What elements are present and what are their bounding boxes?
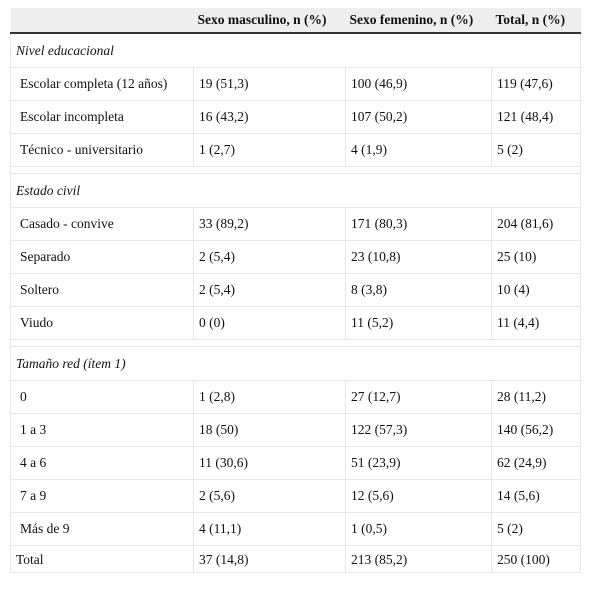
value-cell: 14 (5,6): [491, 479, 581, 513]
table-row: Técnico - universitario 1 (2,7) 4 (1,9) 5 (…: [10, 133, 581, 167]
value-cell: 11 (4,4): [491, 306, 581, 340]
header-cell-male: Sexo masculino, n (%): [193, 8, 346, 34]
value-cell: 121 (48,4): [491, 100, 581, 134]
header-row: Sexo masculino, n (%) Sexo femenino, n (…: [10, 8, 581, 34]
value-cell: 140 (56,2): [491, 413, 581, 447]
value-cell: 171 (80,3): [345, 207, 492, 241]
row-label-cell: 0: [10, 380, 194, 414]
table-container: Sexo masculino, n (%) Sexo femenino, n (…: [10, 8, 581, 573]
section-header-row: Nivel educacional: [10, 33, 581, 68]
value-cell: 27 (12,7): [345, 380, 492, 414]
table-row: Viudo 0 (0) 11 (5,2) 11 (4,4): [10, 306, 581, 340]
section-title: Tamaño red (ítem 1): [10, 346, 581, 381]
value-cell: 12 (5,6): [345, 479, 492, 513]
table-row: Escolar incompleta 16 (43,2) 107 (50,2) 121…: [10, 100, 581, 134]
table-body: Nivel educacional Escolar completa (12 añ…: [10, 33, 581, 573]
table-row: Separado 2 (5,4) 23 (10,8) 25 (10): [10, 240, 581, 274]
row-label-cell: Escolar incompleta: [10, 100, 194, 134]
value-cell: 1 (2,7): [193, 133, 346, 167]
value-cell: 2 (5,6): [193, 479, 346, 513]
row-label-cell: Casado - convive: [10, 207, 194, 241]
table-row: 4 a 6 11 (30,6) 51 (23,9) 62 (24,9): [10, 446, 581, 480]
section-spacer-row: [10, 166, 581, 174]
section-title: Estado civil: [10, 173, 581, 208]
total-row: Total 37 (14,8) 213 (85,2) 250 (100): [10, 545, 581, 573]
value-cell: 18 (50): [193, 413, 346, 447]
total-value-cell: 213 (85,2): [345, 545, 492, 573]
header-cell-empty: [10, 8, 194, 34]
section-spacer-row: [10, 339, 581, 347]
header-cell-total: Total, n (%): [491, 8, 581, 34]
row-label-cell: 1 a 3: [10, 413, 194, 447]
value-cell: 62 (24,9): [491, 446, 581, 480]
row-label-cell: Escolar completa (12 años): [10, 67, 194, 101]
section-header-row: Estado civil: [10, 173, 581, 208]
table-header: Sexo masculino, n (%) Sexo femenino, n (…: [10, 8, 581, 34]
row-label-cell: Separado: [10, 240, 194, 274]
value-cell: 11 (30,6): [193, 446, 346, 480]
value-cell: 0 (0): [193, 306, 346, 340]
value-cell: 4 (11,1): [193, 512, 346, 546]
total-value-cell: 37 (14,8): [193, 545, 346, 573]
value-cell: 5 (2): [491, 512, 581, 546]
data-table: Sexo masculino, n (%) Sexo femenino, n (…: [10, 8, 581, 573]
row-label-cell: Técnico - universitario: [10, 133, 194, 167]
value-cell: 122 (57,3): [345, 413, 492, 447]
value-cell: 33 (89,2): [193, 207, 346, 241]
row-label-cell: 7 a 9: [10, 479, 194, 513]
value-cell: 1 (0,5): [345, 512, 492, 546]
value-cell: 4 (1,9): [345, 133, 492, 167]
value-cell: 107 (50,2): [345, 100, 492, 134]
value-cell: 1 (2,8): [193, 380, 346, 414]
value-cell: 25 (10): [491, 240, 581, 274]
table-row: Soltero 2 (5,4) 8 (3,8) 10 (4): [10, 273, 581, 307]
value-cell: 23 (10,8): [345, 240, 492, 274]
value-cell: 5 (2): [491, 133, 581, 167]
value-cell: 51 (23,9): [345, 446, 492, 480]
total-value-cell: 250 (100): [491, 545, 581, 573]
value-cell: 19 (51,3): [193, 67, 346, 101]
row-label-cell: Viudo: [10, 306, 194, 340]
table-row: Escolar completa (12 años) 19 (51,3) 100 (…: [10, 67, 581, 101]
total-label-cell: Total: [10, 545, 194, 573]
spacer-cell: [10, 166, 581, 174]
value-cell: 204 (81,6): [491, 207, 581, 241]
value-cell: 2 (5,4): [193, 273, 346, 307]
value-cell: 10 (4): [491, 273, 581, 307]
value-cell: 28 (11,2): [491, 380, 581, 414]
value-cell: 100 (46,9): [345, 67, 492, 101]
spacer-cell: [10, 339, 581, 347]
value-cell: 8 (3,8): [345, 273, 492, 307]
header-cell-female: Sexo femenino, n (%): [345, 8, 492, 34]
value-cell: 2 (5,4): [193, 240, 346, 274]
row-label-cell: 4 a 6: [10, 446, 194, 480]
table-row: Casado - convive 33 (89,2) 171 (80,3) 204 (…: [10, 207, 581, 241]
section-title: Nivel educacional: [10, 33, 581, 68]
table-row: 1 a 3 18 (50) 122 (57,3) 140 (56,2): [10, 413, 581, 447]
value-cell: 11 (5,2): [345, 306, 492, 340]
row-label-cell: Soltero: [10, 273, 194, 307]
row-label-cell: Más de 9: [10, 512, 194, 546]
section-header-row: Tamaño red (ítem 1): [10, 346, 581, 381]
value-cell: 119 (47,6): [491, 67, 581, 101]
value-cell: 16 (43,2): [193, 100, 346, 134]
